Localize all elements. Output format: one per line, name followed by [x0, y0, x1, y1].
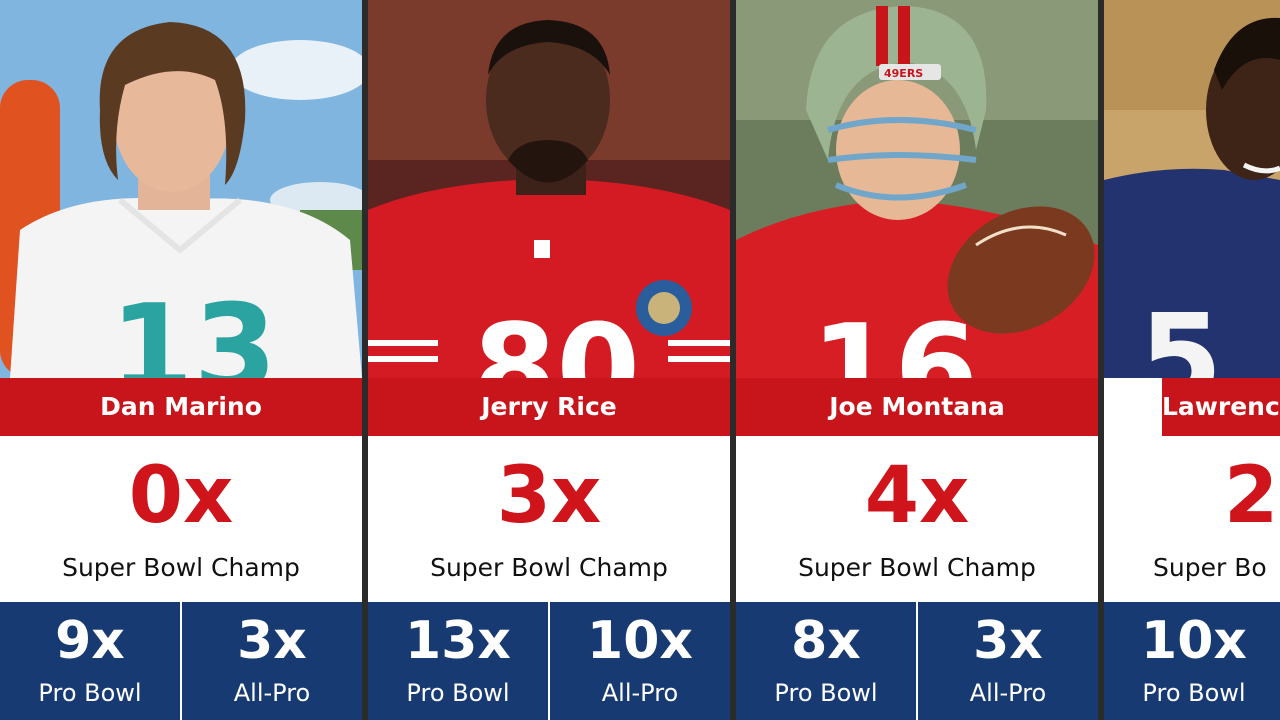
pro-bowl-label: Pro Bowl	[38, 679, 142, 707]
super-bowl-panel: 2 Super Bo	[1104, 436, 1280, 602]
super-bowl-label: Super Bo	[1153, 553, 1267, 582]
jersey-number: 5	[1139, 290, 1223, 378]
all-pro-stat: 3x All-Pro	[182, 602, 362, 720]
player-photo: 49ERS 16	[736, 0, 1098, 378]
all-pro-stat: 10x All-Pro	[550, 602, 730, 720]
super-bowl-label: Super Bowl Champ	[430, 553, 668, 582]
all-pro-count: 10x	[587, 611, 693, 671]
super-bowl-panel: 4x Super Bowl Champ	[736, 436, 1098, 602]
super-bowl-count: 3x	[496, 451, 602, 541]
player-photo: 13	[0, 0, 362, 378]
all-pro-count: 3x	[237, 611, 307, 671]
card-separator	[730, 0, 736, 720]
player-photo: 80	[368, 0, 730, 378]
pro-bowl-count: 13x	[405, 611, 511, 671]
stat-divider	[548, 602, 550, 720]
player-card-joe-montana: 49ERS 16 Joe Montana 4x Super Bowl Champ…	[736, 0, 1098, 720]
player-name: Lawrence	[1162, 378, 1280, 436]
pro-bowl-stat: 8x Pro Bowl	[736, 602, 916, 720]
jersey-number: 13	[110, 280, 277, 378]
stats-panel: 13x Pro Bowl 10x All-Pro	[368, 602, 730, 720]
stat-divider	[180, 602, 182, 720]
super-bowl-label: Super Bowl Champ	[798, 553, 1036, 582]
stats-panel: 10x Pro Bowl	[1104, 602, 1280, 720]
pro-bowl-count: 9x	[55, 611, 125, 671]
pro-bowl-count: 8x	[791, 611, 861, 671]
super-bowl-count: 4x	[864, 451, 970, 541]
jersey-number: 16	[811, 300, 978, 378]
stats-panel: 9x Pro Bowl 3x All-Pro	[0, 602, 362, 720]
super-bowl-panel: 0x Super Bowl Champ	[0, 436, 362, 602]
all-pro-count: 3x	[973, 611, 1043, 671]
card-separator	[1098, 0, 1104, 720]
super-bowl-count: 2	[1224, 451, 1279, 541]
all-pro-label: All-Pro	[601, 679, 679, 707]
super-bowl-count: 0x	[128, 451, 234, 541]
player-card-jerry-rice: 80 Jerry Rice 3x Super Bowl Champ 13x Pr…	[368, 0, 730, 720]
player-name: Dan Marino	[0, 378, 362, 436]
pro-bowl-label: Pro Bowl	[1142, 679, 1246, 707]
player-photo: 5	[1104, 0, 1280, 378]
pro-bowl-stat: 10x Pro Bowl	[1104, 602, 1280, 720]
all-pro-label: All-Pro	[233, 679, 311, 707]
super-bowl-panel: 3x Super Bowl Champ	[368, 436, 730, 602]
pro-bowl-label: Pro Bowl	[774, 679, 878, 707]
player-name: Joe Montana	[736, 378, 1098, 436]
player-card-lawrence: 5 Lawrence 2 Super Bo 10x Pro Bowl	[1104, 0, 1280, 720]
all-pro-stat: 3x All-Pro	[918, 602, 1098, 720]
pro-bowl-stat: 13x Pro Bowl	[368, 602, 548, 720]
card-separator	[362, 0, 368, 720]
all-pro-label: All-Pro	[969, 679, 1047, 707]
pro-bowl-count: 10x	[1141, 611, 1247, 671]
player-card-dan-marino: 13 Dan Marino 0x Super Bowl Champ 9x Pro…	[0, 0, 362, 720]
jersey-number: 80	[473, 300, 640, 378]
pro-bowl-label: Pro Bowl	[406, 679, 510, 707]
stats-panel: 8x Pro Bowl 3x All-Pro	[736, 602, 1098, 720]
stat-divider	[916, 602, 918, 720]
pro-bowl-stat: 9x Pro Bowl	[0, 602, 180, 720]
player-name: Jerry Rice	[368, 378, 730, 436]
super-bowl-label: Super Bowl Champ	[62, 553, 300, 582]
helmet-logo-text: 49ERS	[884, 67, 923, 80]
